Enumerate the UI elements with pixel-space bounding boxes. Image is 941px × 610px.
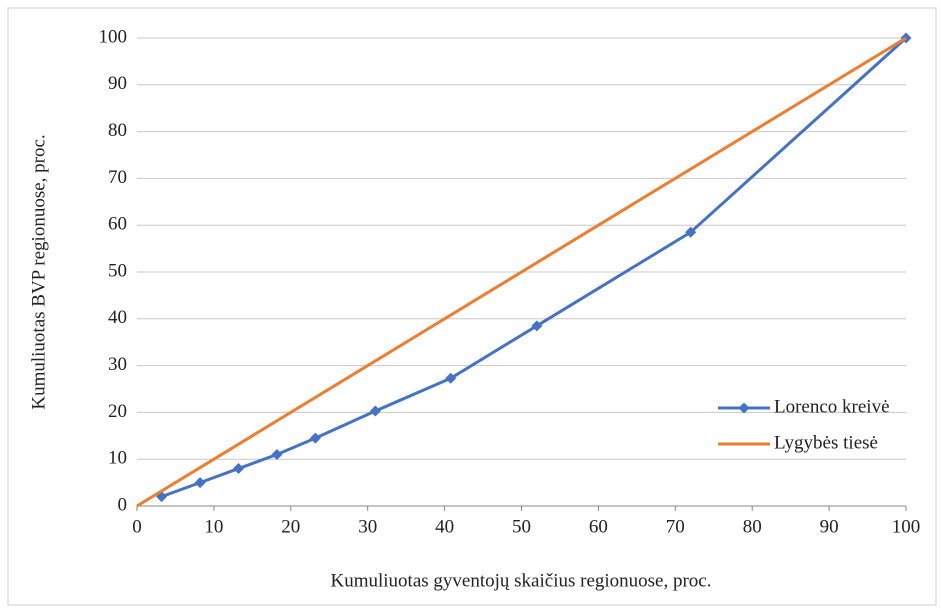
y-tick-label: 10 — [108, 448, 127, 469]
x-tick-label: 90 — [820, 516, 839, 537]
y-tick-label: 30 — [108, 354, 127, 375]
point-marker — [531, 320, 543, 332]
y-tick-label: 70 — [108, 167, 127, 188]
x-tick-label: 30 — [358, 516, 377, 537]
y-tick-label: 60 — [108, 214, 127, 235]
series-line — [136, 36, 907, 508]
x-tick-label: 60 — [589, 516, 608, 537]
y-tick-label: 20 — [108, 401, 127, 422]
y-tick-label: 40 — [108, 307, 127, 328]
x-tick-label: 50 — [512, 516, 531, 537]
x-tick-label: 20 — [281, 516, 300, 537]
y-tick-label: 100 — [99, 26, 128, 47]
point-marker — [445, 372, 457, 384]
legend-marker — [738, 402, 750, 414]
x-axis-title: Kumuliuotas gyventojų skaičius regionuos… — [331, 570, 712, 591]
point-marker — [309, 432, 321, 444]
legend-label: Lygybės tiesė — [774, 432, 878, 453]
x-tick-label: 80 — [743, 516, 762, 537]
y-axis-title: Kumuliuotas BVP regionuose, proc. — [28, 134, 49, 409]
y-tick-label: 0 — [118, 494, 128, 515]
y-tick-label: 90 — [108, 73, 127, 94]
y-tick-label: 80 — [108, 120, 127, 141]
series-line — [161, 36, 908, 499]
x-tick-label: 0 — [132, 516, 142, 537]
chart-border — [7, 7, 937, 606]
x-tick-label: 40 — [435, 516, 454, 537]
point-marker — [369, 405, 381, 417]
legend-label: Lorenco kreivė — [774, 396, 890, 417]
x-tick-label: 70 — [666, 516, 685, 537]
point-marker — [685, 226, 697, 238]
x-tick-label: 100 — [892, 516, 921, 537]
point-marker — [271, 449, 283, 461]
point-marker — [194, 477, 206, 489]
y-tick-label: 50 — [108, 260, 127, 281]
point-marker — [233, 463, 245, 475]
x-tick-label: 10 — [204, 516, 223, 537]
